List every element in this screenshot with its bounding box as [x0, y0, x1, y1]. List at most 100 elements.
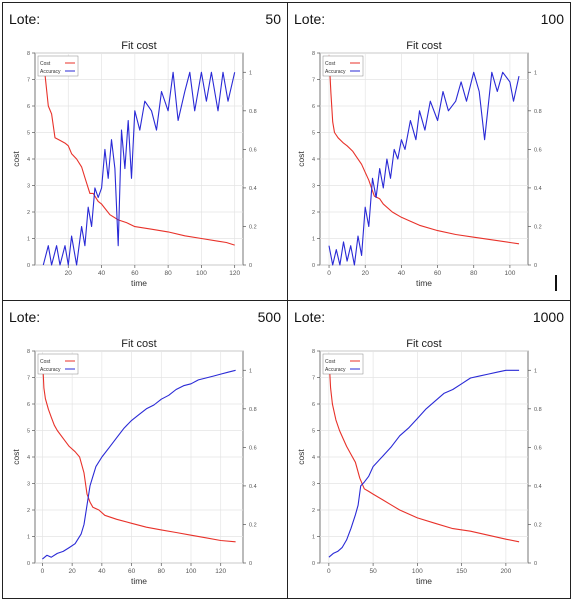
legend-label: Accuracy: [325, 367, 346, 373]
y2-tick-label: 0.6: [534, 445, 542, 451]
y-tick-label: 6: [27, 402, 30, 408]
series-line-accuracy: [42, 369, 236, 560]
y2-tick-label: 0: [249, 561, 252, 567]
y-tick-label: 5: [27, 131, 30, 137]
series-line-cost: [42, 58, 235, 246]
x-axis-label: time: [416, 278, 432, 288]
x-axis-label: time: [131, 576, 147, 586]
y-tick-label: 0: [27, 263, 30, 269]
x-tick-label: 100: [186, 568, 197, 575]
y-tick-label: 0: [312, 561, 315, 567]
x-tick-label: 40: [98, 270, 106, 277]
y-tick-label: 0: [27, 561, 30, 567]
x-tick-label: 40: [398, 270, 406, 277]
y-tick-label: 8: [27, 51, 30, 57]
y2-tick-label: 0.8: [534, 109, 542, 115]
legend-label: Accuracy: [40, 69, 61, 75]
y-axis-label: cost: [296, 449, 306, 465]
x-tick-label: 50: [369, 568, 377, 575]
series-line-cost: [328, 55, 520, 245]
x-tick-label: 100: [196, 270, 207, 277]
y-tick-label: 6: [312, 104, 315, 110]
x-tick-label: 20: [362, 270, 370, 277]
y-tick-label: 4: [312, 455, 315, 461]
panel-value: 50: [265, 11, 281, 27]
x-tick-label: 60: [128, 568, 136, 575]
y-tick-label: 4: [27, 455, 30, 461]
y-tick-label: 6: [312, 402, 315, 408]
y-tick-label: 1: [312, 237, 315, 243]
text-cursor: [555, 275, 557, 291]
y-tick-label: 2: [27, 210, 30, 216]
y-tick-label: 4: [312, 157, 315, 163]
x-tick-label: 60: [434, 270, 442, 277]
panel-lote-50: Lote: 50 Fit cost 0 1 2 3 4 5 6 7 8 20 40 60 80 100 120…: [3, 3, 287, 300]
y-tick-label: 6: [27, 104, 30, 110]
y2-tick-label: 0.4: [534, 186, 542, 192]
y-tick-label: 0: [312, 263, 315, 269]
y2-tick-label: 1: [534, 368, 537, 374]
y-tick-label: 2: [27, 508, 30, 514]
y-tick-label: 5: [27, 429, 30, 435]
legend-label: Cost: [325, 359, 336, 365]
y2-tick-label: 1: [249, 70, 252, 76]
y-tick-label: 1: [27, 237, 30, 243]
panel-label: Lote:: [9, 309, 41, 325]
chart-panel-4: Fit cost 0 1 2 3 4 5 6 7 8 0 50 100 150 200 0 0.2 0.4 0.6 0…: [296, 338, 542, 586]
chart-title: Fit cost: [121, 338, 156, 350]
legend-label: Cost: [325, 61, 336, 67]
x-tick-label: 100: [504, 270, 515, 277]
series-line-accuracy: [328, 71, 520, 266]
legend: Cost Accuracy: [322, 353, 364, 375]
y2-tick-label: 0.6: [249, 147, 257, 153]
y-tick-label: 7: [27, 376, 30, 382]
y2-tick-label: 0.4: [249, 484, 257, 490]
x-tick-label: 0: [327, 568, 331, 575]
x-tick-label: 60: [131, 270, 139, 277]
y2-tick-label: 1: [249, 368, 252, 374]
y2-tick-label: 0.2: [534, 522, 542, 528]
y2-tick-label: 0.6: [534, 147, 542, 153]
x-tick-label: 40: [98, 568, 106, 575]
legend: Cost Accuracy: [322, 55, 364, 77]
legend-label: Cost: [40, 359, 51, 365]
panel-value: 100: [540, 11, 564, 27]
panel-value: 500: [257, 309, 281, 325]
y-tick-label: 8: [27, 349, 30, 355]
x-axis-label: time: [131, 278, 147, 288]
y-axis-label: cost: [11, 151, 21, 167]
y-tick-label: 7: [312, 78, 315, 84]
y2-tick-label: 0.4: [534, 484, 542, 490]
panel-lote-500: Lote: 500 Fit cost 0 1 2 3 4 5 6 7 8 0 20 40 60 80 100 1…: [3, 301, 287, 598]
y-axis-label: cost: [11, 449, 21, 465]
y-tick-label: 8: [312, 349, 315, 355]
x-axis-label: time: [416, 576, 432, 586]
x-tick-label: 150: [456, 568, 467, 575]
y2-tick-label: 1: [534, 70, 537, 76]
panel-value: 1000: [532, 309, 564, 325]
legend: Cost Accuracy: [37, 55, 79, 77]
grid-divider-horizontal: [3, 300, 570, 301]
x-tick-label: 120: [215, 568, 226, 575]
y2-tick-label: 0.4: [249, 186, 257, 192]
x-tick-label: 80: [470, 270, 478, 277]
chart-panel-1: Fit cost 0 1 2 3 4 5 6 7 8 20 40 60 80 100 120 0 0.2 0.4 0.…: [11, 40, 257, 288]
y2-tick-label: 0.2: [249, 224, 257, 230]
legend-label: Accuracy: [40, 367, 61, 373]
x-tick-label: 20: [65, 270, 73, 277]
series-line-accuracy: [42, 71, 236, 266]
panel-lote-1000: Lote: 1000 Fit cost 0 1 2 3 4 5 6 7 8 0 50 100 150 200…: [288, 301, 570, 598]
y2-tick-label: 0.8: [249, 407, 257, 413]
legend-label: Accuracy: [325, 69, 346, 75]
y-tick-label: 2: [312, 508, 315, 514]
x-tick-label: 0: [327, 270, 331, 277]
chart-title: Fit cost: [121, 40, 156, 52]
x-tick-label: 20: [69, 568, 77, 575]
legend-label: Cost: [40, 61, 51, 67]
panel-lote-100: Lote: 100 Fit cost 0 1 2 3 4 5 6 7 8 0 20 40 60 80 100 0…: [288, 3, 570, 300]
y-tick-label: 4: [27, 157, 30, 163]
series-line-accuracy: [328, 369, 520, 558]
